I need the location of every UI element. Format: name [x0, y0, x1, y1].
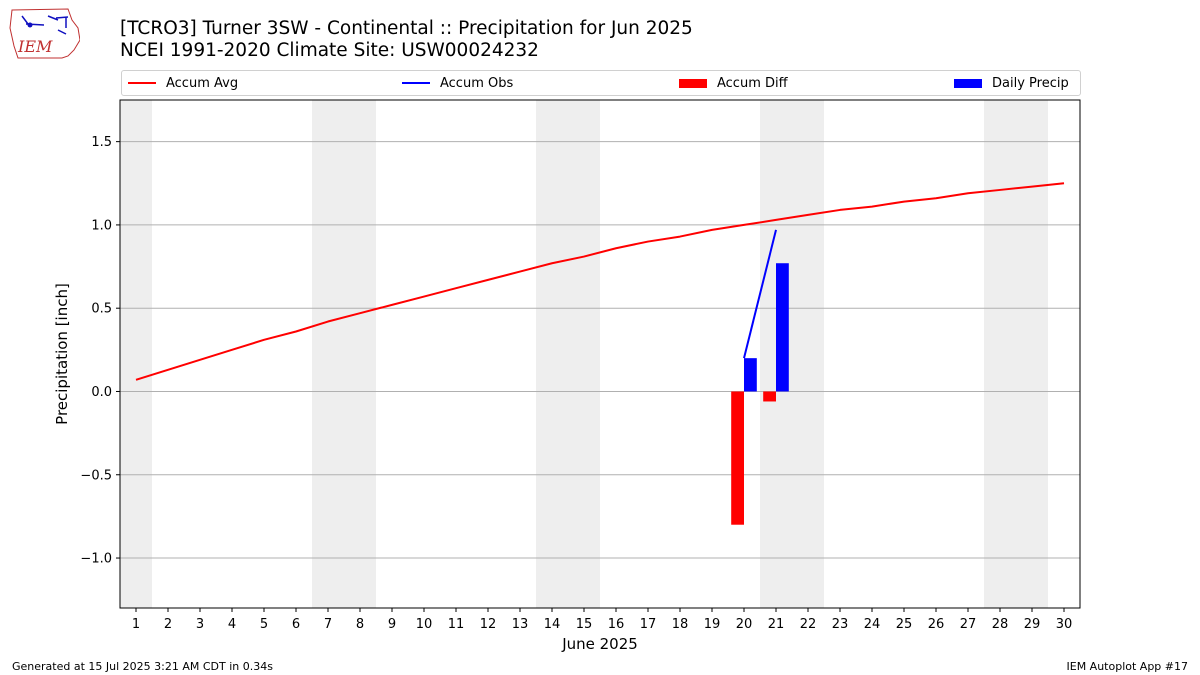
x-tick-label: 8	[356, 617, 364, 632]
legend-label: Daily Precip	[992, 75, 1069, 91]
x-tick-label: 4	[228, 617, 236, 632]
x-tick-label: 26	[928, 617, 945, 632]
accum-avg-line	[135, 182, 1065, 381]
x-tick-label: 19	[704, 617, 721, 632]
x-tick-label: 30	[1056, 617, 1073, 632]
weekend-band	[568, 100, 600, 608]
x-axis-label: June 2025	[561, 635, 638, 653]
daily-precip-bar	[744, 358, 757, 392]
y-tick-label: 0.0	[91, 385, 112, 400]
legend-item-accum-obs: Accum Obs	[402, 71, 513, 95]
plot-frame	[119, 99, 1081, 609]
x-tick-label: 10	[416, 617, 433, 632]
legend-swatch	[128, 82, 156, 84]
x-tick-label: 21	[768, 617, 785, 632]
footer-generated: Generated at 15 Jul 2025 3:21 AM CDT in …	[12, 660, 273, 673]
weekend-band	[312, 100, 344, 608]
x-tick-label: 24	[864, 617, 881, 632]
x-tick-label: 9	[388, 617, 396, 632]
x-tick-label: 16	[608, 617, 625, 632]
x-tick-label: 23	[832, 617, 849, 632]
y-tick-label: −1.0	[80, 552, 112, 567]
accum-diff-bar	[731, 391, 744, 525]
legend-item-daily-precip: Daily Precip	[954, 71, 1069, 95]
legend: Accum Avg Accum Obs Accum Diff Daily Pre…	[121, 70, 1081, 96]
x-tick-label: 25	[896, 617, 913, 632]
x-tick-label: 29	[1024, 617, 1041, 632]
x-tick-label: 13	[512, 617, 529, 632]
legend-item-accum-diff: Accum Diff	[679, 71, 788, 95]
x-tick-label: 2	[164, 617, 172, 632]
weekend-band	[1016, 100, 1048, 608]
x-tick-label: 28	[992, 617, 1009, 632]
x-tick-label: 7	[324, 617, 332, 632]
x-tick-label: 15	[576, 617, 593, 632]
y-axis-label: Precipitation [inch]	[53, 283, 71, 425]
y-tick-label: 0.5	[91, 302, 112, 317]
x-tick-label: 27	[960, 617, 977, 632]
legend-label: Accum Avg	[166, 75, 239, 91]
x-tick-label: 18	[672, 617, 689, 632]
y-tick-label: 1.0	[91, 218, 112, 233]
x-tick-label: 12	[480, 617, 497, 632]
legend-swatch	[954, 78, 982, 88]
legend-item-accum-avg: Accum Avg	[128, 71, 238, 95]
x-tick-label: 1	[132, 617, 140, 632]
accum-diff-bar	[763, 391, 776, 402]
weekend-band	[984, 100, 1016, 608]
chart-title: [TCRO3] Turner 3SW - Continental :: Prec…	[120, 18, 693, 39]
x-tick-label: 5	[260, 617, 268, 632]
weekend-band	[536, 100, 568, 608]
chart-subtitle: NCEI 1991-2020 Climate Site: USW00024232	[120, 40, 539, 61]
x-tick-label: 3	[196, 617, 204, 632]
x-tick-label: 20	[736, 617, 753, 632]
y-tick-label: −0.5	[80, 468, 112, 483]
x-tick-label: 11	[448, 617, 465, 632]
footer-app: IEM Autoplot App #17	[1066, 660, 1189, 673]
iem-logo: IEM	[9, 8, 80, 59]
weekend-band	[792, 100, 824, 608]
legend-swatch	[402, 82, 430, 84]
daily-precip-bar	[776, 263, 789, 392]
svg-text:IEM: IEM	[17, 37, 53, 56]
accum-obs-line	[743, 229, 777, 359]
legend-label: Accum Diff	[717, 75, 788, 91]
x-tick-label: 14	[544, 617, 561, 632]
y-tick-label: 1.5	[91, 135, 112, 150]
weekend-band	[344, 100, 376, 608]
legend-label: Accum Obs	[440, 75, 514, 91]
x-tick-label: 22	[800, 617, 817, 632]
x-tick-label: 17	[640, 617, 657, 632]
x-tick-label: 6	[292, 617, 300, 632]
legend-swatch	[679, 78, 707, 88]
weekend-band	[120, 100, 152, 608]
